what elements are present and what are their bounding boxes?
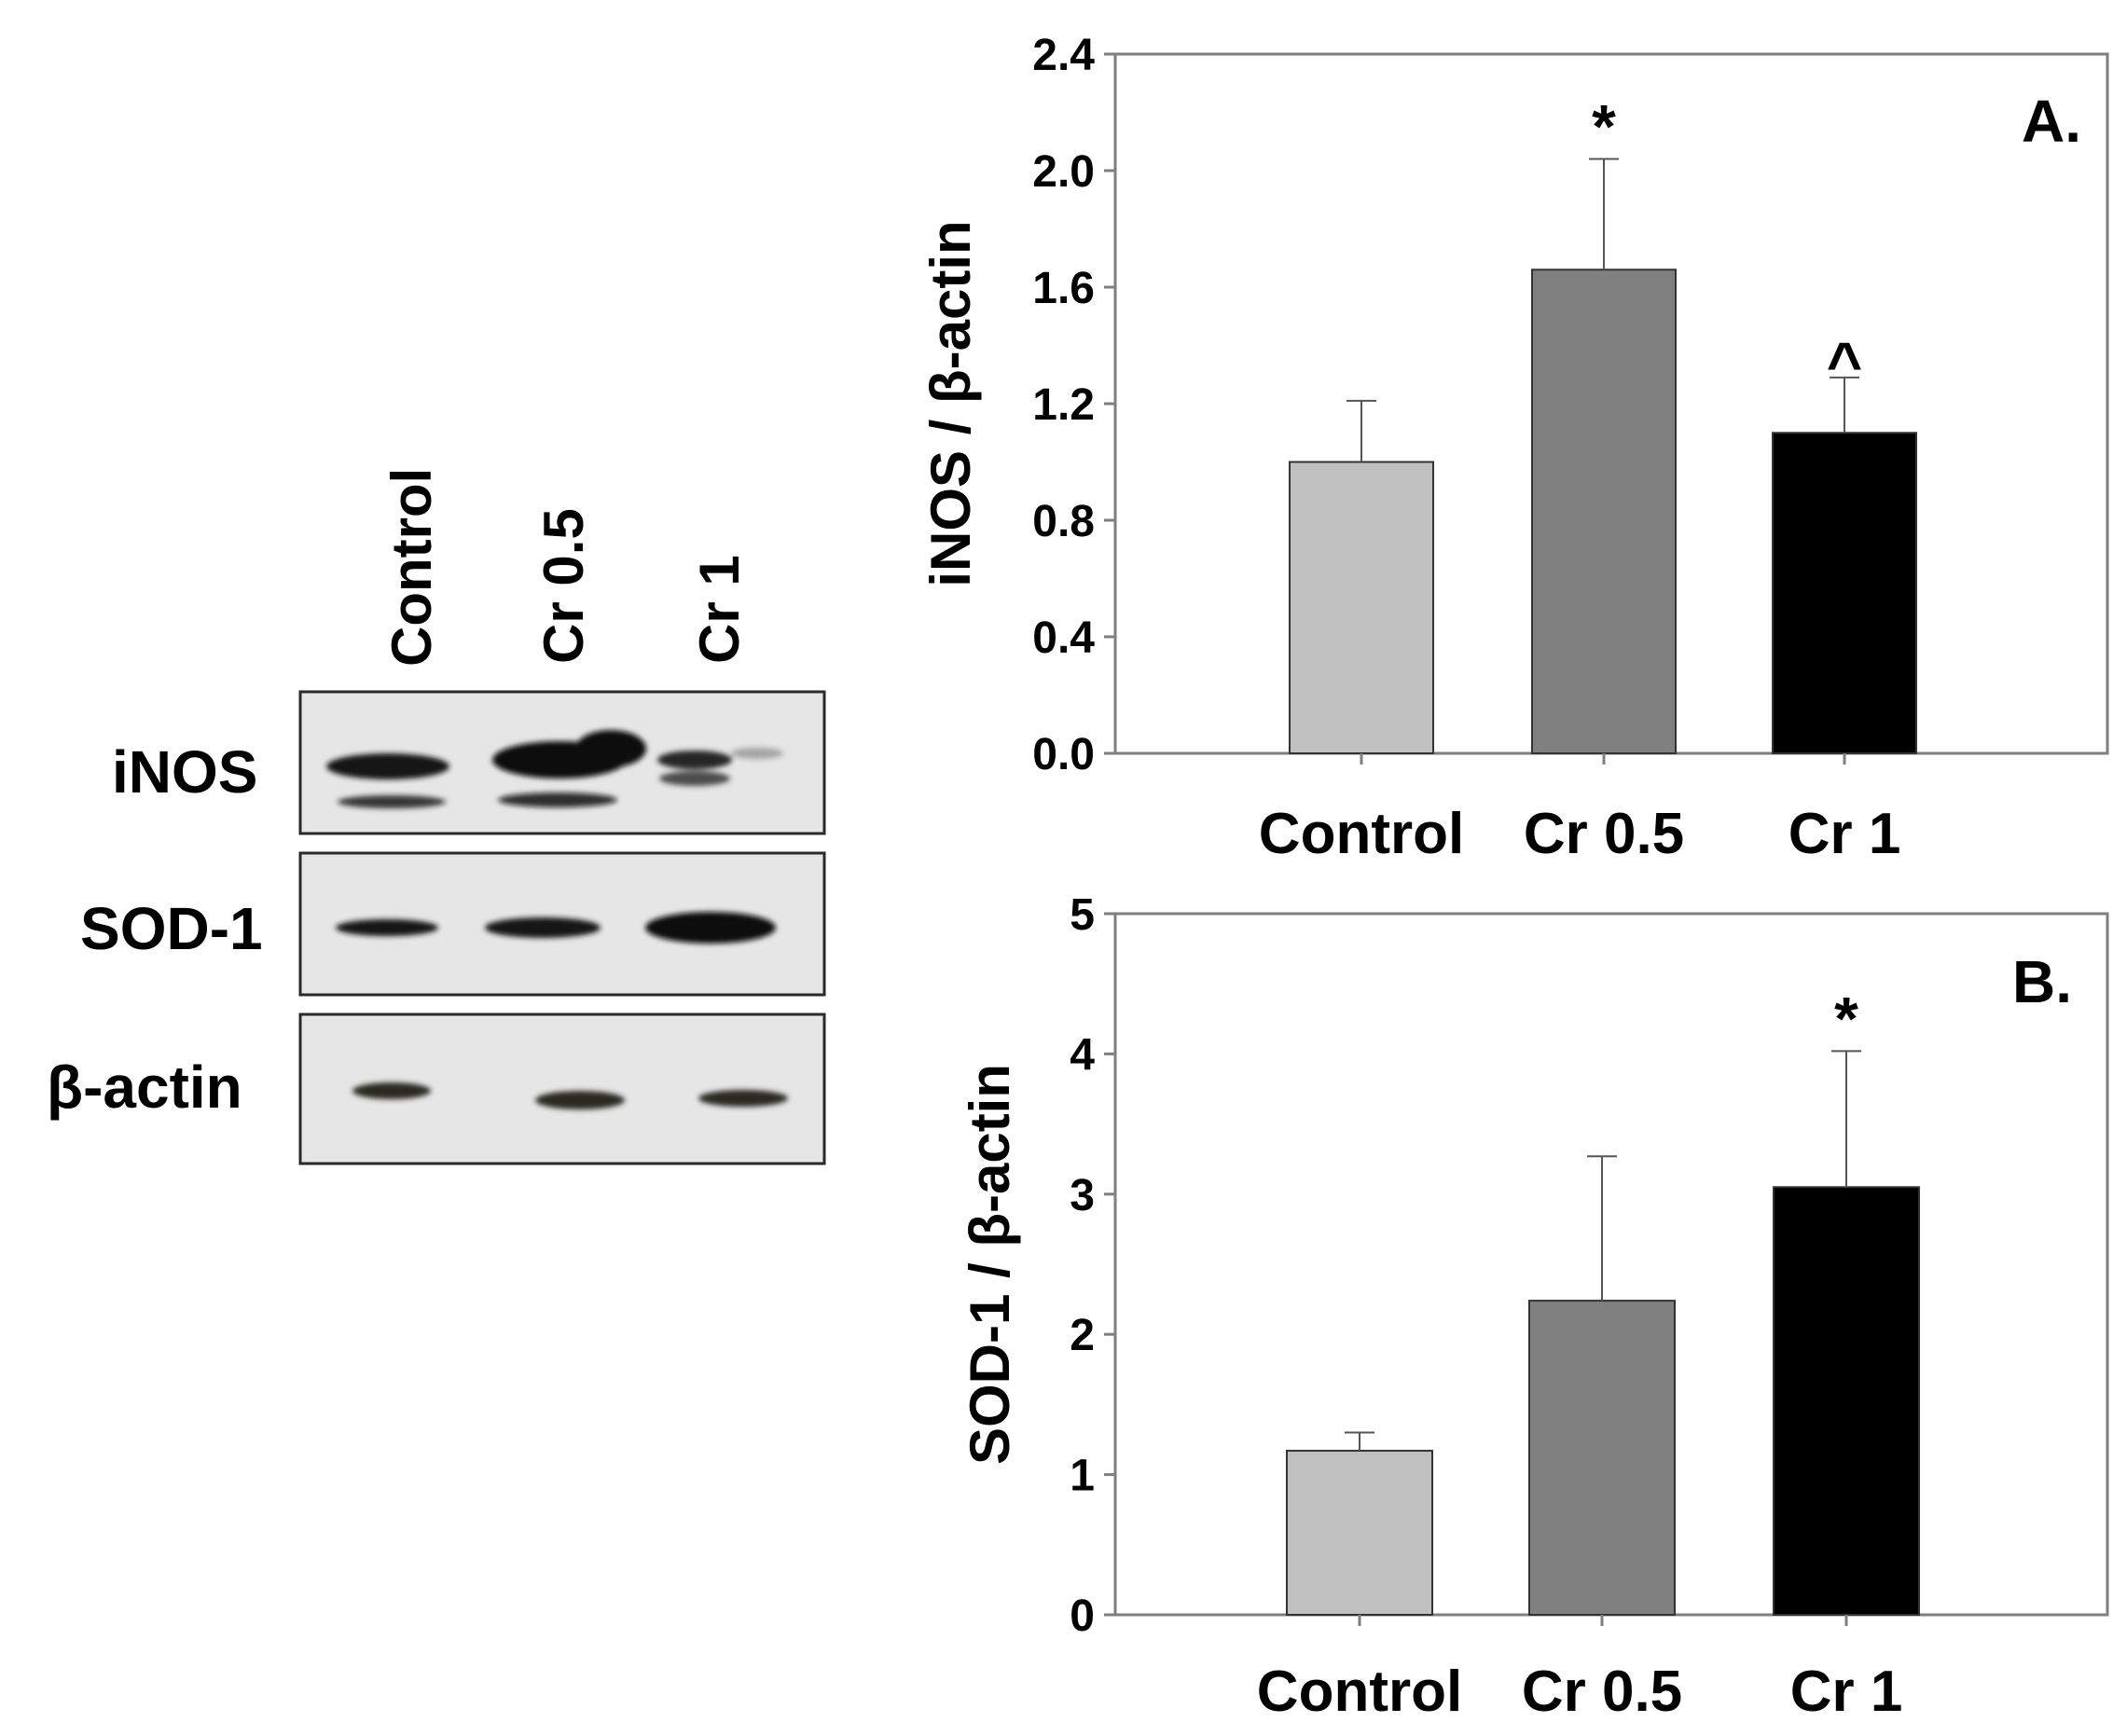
blot-strip-beta-actin [298,1013,826,1165]
band-sod1-cr05 [485,917,601,938]
y-tick-label-a: 2.0 [1032,147,1095,197]
y-tick-label-b: 3 [1070,1171,1095,1220]
blot-row-label-beta-actin: β-actin [47,1054,242,1121]
blot-strip-sod1 [298,851,826,997]
category-label-a-0: Control [1259,802,1464,866]
western-blot: Control Cr 0.5 Cr 1 iNOS SOD-1 β-actin [47,468,826,1165]
y-tick-label-b: 4 [1070,1030,1095,1080]
bar-b-1 [1528,1300,1676,1616]
blot-row-label-inos: iNOS [112,738,257,806]
y-tick-label-b: 5 [1070,890,1095,940]
bars-b: * [1286,984,1920,1626]
y-tick-label-a: 0.4 [1032,613,1095,663]
y-tick-label-a: 0.8 [1032,497,1095,546]
blot-row-label-sod1: SOD-1 [80,895,263,962]
y-tick-label-a: 2.4 [1032,31,1095,80]
band-inos-control [326,753,449,808]
significance-mark-a-1: * [1592,92,1616,161]
category-label-b-1: Cr 0.5 [1522,1660,1682,1724]
y-tick-label-a: 1.6 [1032,264,1095,313]
band-inos-cr05 [492,730,646,807]
lane-label-cr05: Cr 0.5 [532,508,595,664]
y-axis-title-b: SOD-1 / β-actin [959,1064,1021,1465]
blot-strip-inos [298,690,826,835]
significance-mark-a-2: ^ [1827,329,1863,398]
category-label-b-0: Control [1257,1660,1462,1724]
y-tick-label-b: 0 [1070,1591,1095,1641]
y-axis-ticks-b: 0 1 2 3 4 5 [1070,890,1115,1641]
significance-mark-b-2: * [1834,984,1858,1053]
x-axis-labels-b: Control Cr 0.5 Cr 1 [1257,1660,1903,1724]
chart-panel-a: A. iNOS / β-actin 0.00.40.81.21.62.02.4 … [919,31,2109,866]
panel-letter-b: B. [2012,948,2072,1015]
bars-a: *^ [1289,92,1917,765]
chart-panel-b: B. SOD-1 / β-actin 0 1 2 3 4 5 * Control Cr 0.… [959,890,2109,1724]
band-beta-actin-cr1 [698,1090,788,1107]
category-label-a-2: Cr 1 [1788,802,1901,866]
category-label-b-2: Cr 1 [1790,1660,1903,1724]
y-tick-label-b: 2 [1070,1311,1095,1360]
lane-label-cr1: Cr 1 [688,555,751,664]
bar-b-2 [1773,1186,1920,1617]
band-sod1-cr1 [645,912,776,944]
lane-label-control: Control [380,468,443,667]
y-tick-label-a: 1.2 [1032,380,1095,430]
x-axis-labels-a: Control Cr 0.5 Cr 1 [1259,802,1901,866]
band-beta-actin-control [352,1082,431,1099]
band-beta-actin-cr05 [535,1091,625,1109]
y-axis-title-a: iNOS / β-actin [919,220,982,586]
y-tick-label-b: 1 [1070,1452,1095,1501]
y-axis-ticks-a: 0.0 0.4 0.8 1.2 1.6 2.0 2.4 [1032,31,1115,779]
bar-b-0 [1286,1450,1433,1616]
y-tick-label-a: 0.0 [1032,730,1095,779]
band-inos-cr1 [657,748,783,786]
band-sod1-control [336,919,438,936]
bar-a-0 [1289,461,1434,754]
bar-a-1 [1531,269,1677,754]
panel-letter-a: A. [2022,88,2081,155]
category-label-a-1: Cr 0.5 [1524,802,1684,866]
bar-a-2 [1772,432,1917,754]
